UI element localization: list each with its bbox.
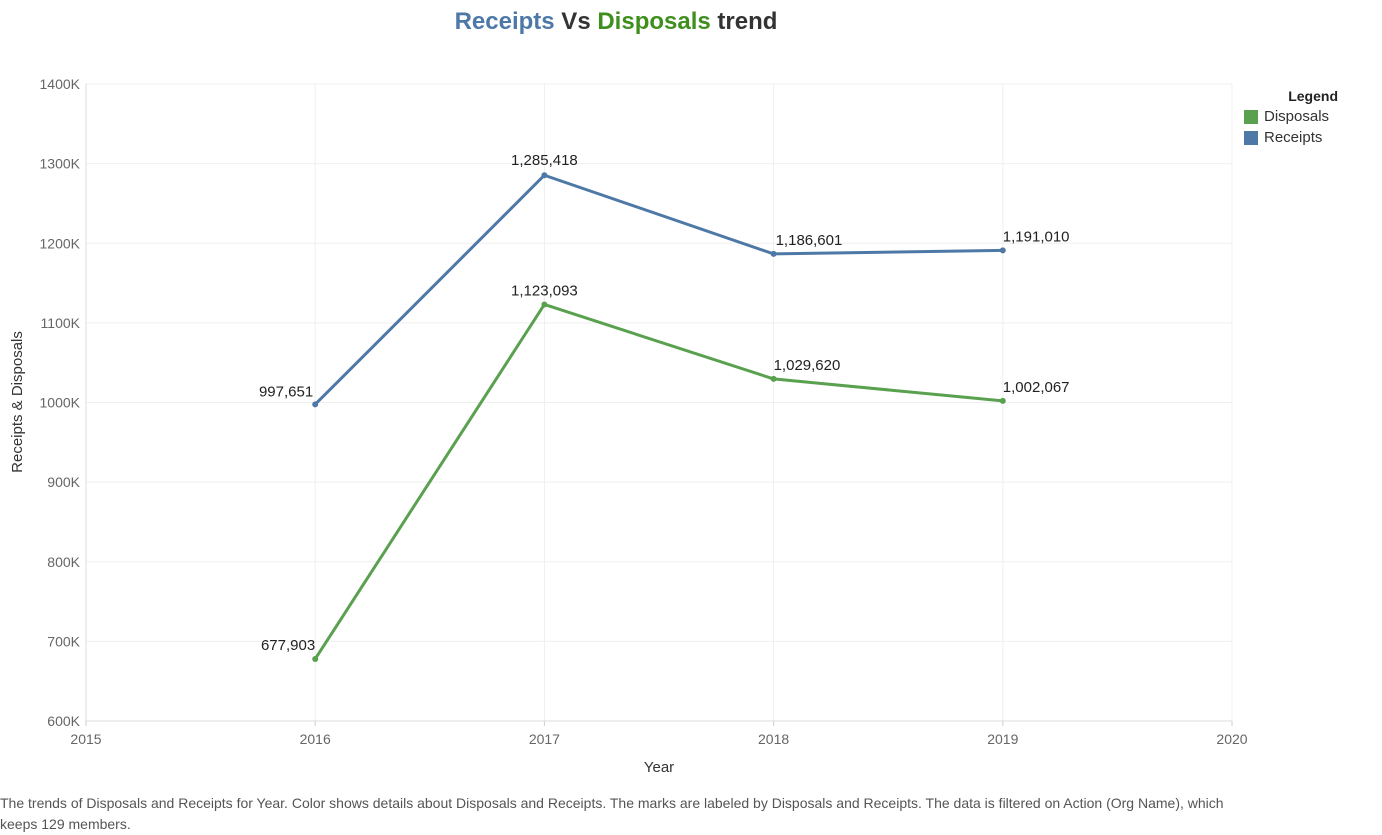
legend-item-disposals[interactable]: Disposals <box>1244 106 1338 127</box>
y-tick-label: 900K <box>47 474 80 490</box>
legend-title: Legend <box>1288 88 1338 104</box>
x-tick-label: 2018 <box>758 731 789 747</box>
x-tick-label: 2015 <box>70 731 101 747</box>
data-point-receipts <box>770 250 777 257</box>
y-tick-label: 1100K <box>41 315 81 331</box>
data-point-receipts <box>541 172 548 179</box>
data-label-receipts: 1,285,418 <box>511 152 578 169</box>
data-label-receipts: 997,651 <box>259 383 313 400</box>
data-point-disposals <box>999 397 1006 404</box>
series-line-receipts <box>313 173 1005 406</box>
legend-swatch-disposals <box>1244 109 1258 124</box>
data-point-disposals <box>312 655 319 662</box>
legend-swatch-receipts <box>1244 130 1258 145</box>
x-axis-title: Year <box>644 759 674 776</box>
y-tick-label: 1000K <box>40 395 81 411</box>
y-axis-title: Receipts & Disposals <box>9 331 26 473</box>
chart-caption: The trends of Disposals and Receipts for… <box>0 795 1224 832</box>
title-receipts: Receipts <box>454 8 555 35</box>
chart-title: Receipts Vs Disposals trend <box>0 8 1232 36</box>
title-trend: trend <box>710 8 778 35</box>
legend: Legend Disposals Receipts <box>1244 88 1338 148</box>
data-point-receipts <box>312 401 319 408</box>
y-tick-label: 1400K <box>40 76 81 92</box>
x-tick-label: 2019 <box>987 731 1018 747</box>
title-vs: Vs <box>554 8 598 35</box>
legend-label-disposals: Disposals <box>1264 108 1330 125</box>
data-label-receipts: 1,186,601 <box>776 232 843 249</box>
data-point-disposals <box>770 375 777 382</box>
data-label-disposals: 677,903 <box>261 637 315 654</box>
y-tick-label: 700K <box>47 633 80 649</box>
x-tick-label: 2016 <box>300 731 331 747</box>
series-line-disposals <box>313 302 1005 661</box>
title-disposals: Disposals <box>597 8 711 35</box>
legend-item-receipts[interactable]: Receipts <box>1244 127 1338 148</box>
y-tick-label: 600K <box>47 713 80 729</box>
y-tick-label: 1200K <box>40 235 81 251</box>
data-point-receipts <box>999 247 1006 254</box>
data-label-receipts: 1,191,010 <box>1003 228 1070 245</box>
x-tick-label: 2017 <box>529 731 560 747</box>
y-tick-label: 800K <box>47 554 80 570</box>
data-label-disposals: 1,029,620 <box>774 357 841 374</box>
x-tick-label: 2020 <box>1216 731 1247 747</box>
data-label-disposals: 1,123,093 <box>511 282 578 299</box>
legend-label-receipts: Receipts <box>1264 129 1323 146</box>
data-point-disposals <box>541 301 548 308</box>
y-tick-label: 1300K <box>40 156 81 172</box>
data-label-disposals: 1,002,067 <box>1003 379 1070 396</box>
